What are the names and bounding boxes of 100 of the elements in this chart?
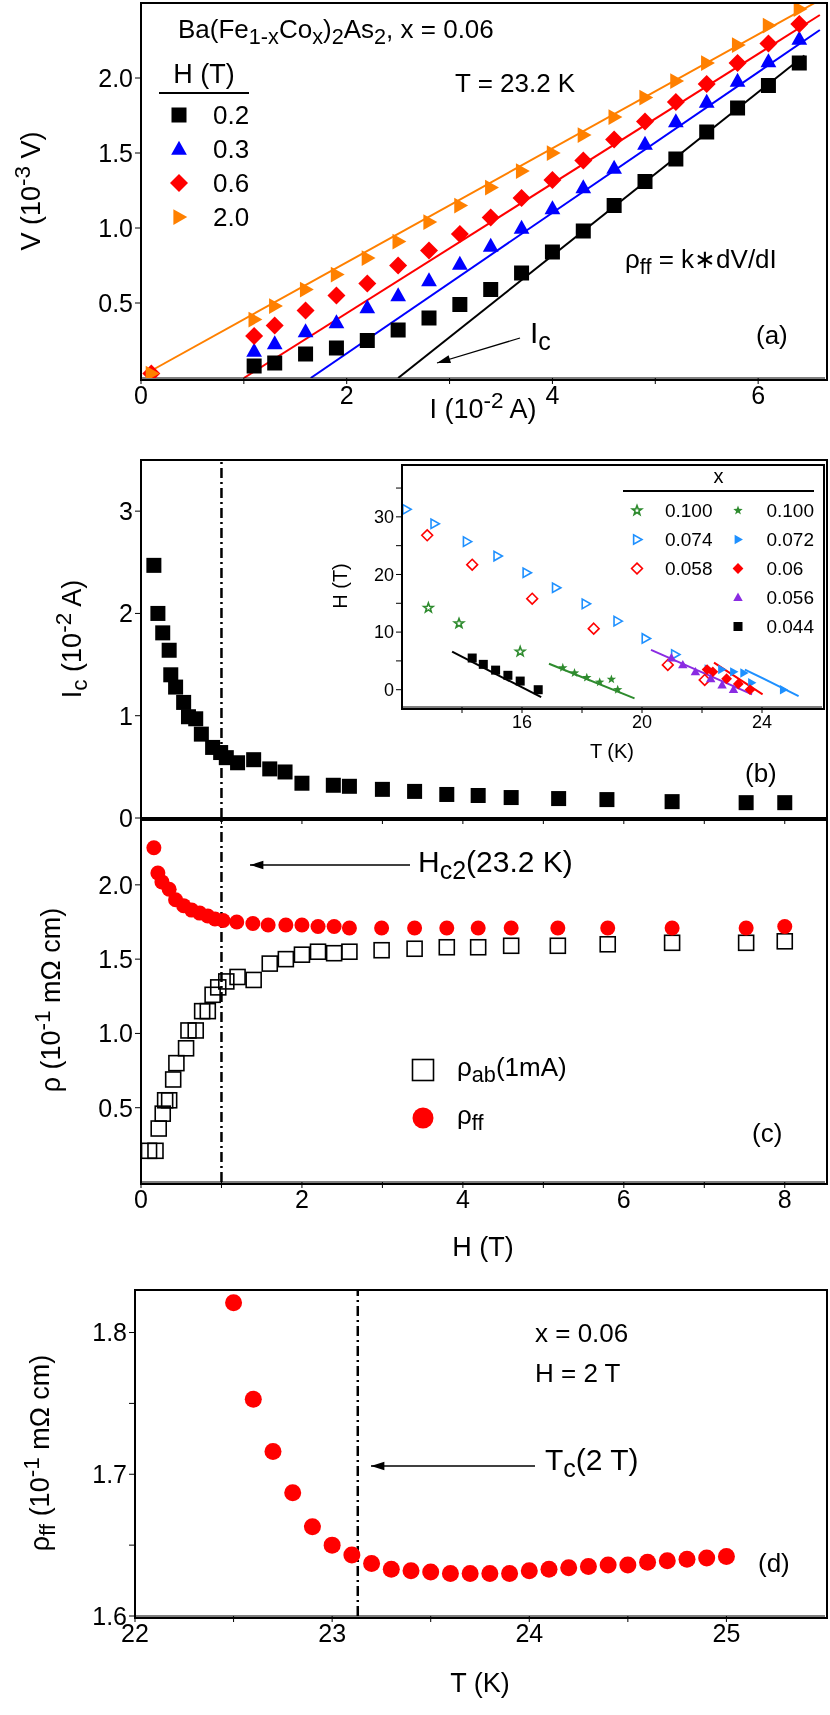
point [146,557,162,573]
y-tick-label: 1.0 [98,213,133,242]
point [701,55,715,71]
point [515,163,530,179]
point [452,297,468,312]
point [168,1054,185,1072]
point [762,17,777,34]
point [470,788,486,803]
point [343,1546,361,1564]
point [581,598,592,610]
point [740,668,749,678]
point [294,917,310,933]
legend-label: 0.6 [213,167,250,199]
point [374,781,390,797]
point [793,3,808,17]
legend-title: x [622,465,814,492]
point [298,346,314,362]
point [328,314,345,329]
point [698,1549,716,1567]
y-tick-label: 1.0 [98,1019,133,1048]
point [481,1564,499,1582]
point [454,197,469,214]
legend-label: 0.100 [664,499,713,522]
point [326,918,342,934]
point [141,1142,158,1160]
point [613,615,624,627]
point [666,653,677,662]
point [491,665,501,675]
point [260,917,276,933]
point [664,920,680,936]
point [730,100,746,116]
point [359,299,376,314]
point [163,667,179,683]
point [277,950,295,968]
point [264,1443,282,1461]
x-tick-label: 23 [318,1618,347,1647]
y-tick-label: 10 [373,622,394,643]
point [358,274,377,293]
point [493,550,504,562]
point [341,943,358,961]
y-tick-label: 30 [373,507,394,528]
x-tick-label: 2 [294,1184,309,1213]
x-tick-label: 20 [631,711,653,732]
point [791,30,808,45]
point [284,1484,302,1502]
point [294,775,310,791]
point [732,678,744,690]
point [423,214,438,230]
point [341,920,357,936]
y-tick-label: 1 [119,701,133,730]
point [328,340,344,356]
point [390,322,406,338]
legend-label: ρ$_{ff}$ [457,1099,484,1137]
point [441,1564,459,1582]
y-tick-label: 3 [119,497,133,526]
point [470,920,486,936]
point [147,1142,164,1160]
point [612,684,623,694]
y-tick-label: 2.0 [98,63,133,92]
point [439,786,455,802]
point [439,920,455,936]
point [667,113,684,128]
point [225,1294,243,1312]
point [544,200,561,215]
point [176,694,192,710]
point [663,934,681,952]
point [330,266,345,283]
point [661,658,674,672]
point [246,358,262,374]
x-axis-title: T (K) [450,1668,510,1699]
point [717,680,727,689]
point [738,920,754,936]
point [522,567,533,579]
y-tick-label: 0 [119,803,133,832]
point [599,1556,617,1574]
point [779,684,789,695]
point [421,529,434,542]
point [297,323,314,338]
legend-label: 0.3 [213,133,250,165]
text: Ba(Fe$_{1-x}$Co$_{x}$)$_{2}$As$_{2}$, x = 0.06 [178,14,494,50]
legend-label: ρ$_{ab}$(1mA) [457,1051,567,1089]
point [245,915,261,931]
point [469,938,487,956]
point [154,1105,172,1122]
point [551,582,562,594]
x-tick-label: 6 [751,380,766,409]
point [526,592,539,605]
point [606,674,617,684]
x-tick-label: 4 [455,1184,470,1213]
point [738,795,754,811]
y-tick-label: 1.7 [92,1460,127,1489]
annotation: (a) [756,320,788,351]
point [359,333,375,348]
point [690,666,701,676]
point [544,244,560,260]
point [569,668,580,678]
y-tick-label: 2.0 [98,870,133,899]
annotation: (c) [752,1118,783,1149]
annotation: x = 0.06 [535,1318,629,1349]
point [558,662,568,672]
